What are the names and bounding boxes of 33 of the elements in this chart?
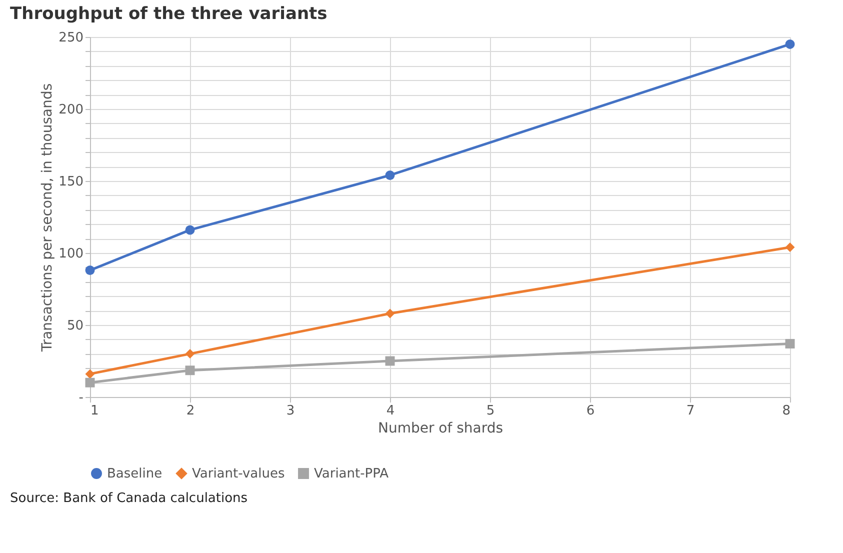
chart-title: Throughput of the three variants [10, 4, 328, 24]
x-tick-label: 7 [686, 404, 695, 418]
legend-label: Variant-values [192, 466, 285, 482]
x-axis-title: Number of shards [378, 420, 504, 436]
point [185, 225, 195, 235]
point [85, 266, 95, 276]
x-tick-label: 2 [186, 404, 195, 418]
legend-label: Baseline [107, 466, 162, 482]
point [385, 170, 395, 180]
point [785, 338, 795, 348]
y-tick-label: - [78, 390, 84, 406]
y-tick-label: 100 [58, 246, 84, 262]
y-tick-label: 150 [58, 174, 84, 190]
source-note: Source: Bank of Canada calculations [10, 491, 248, 506]
point [85, 369, 95, 379]
x-tick-label: 4 [386, 404, 395, 418]
x-tick-label: 8 [782, 404, 790, 418]
y-tick-label: 200 [58, 102, 84, 118]
point [185, 349, 195, 359]
point [385, 356, 395, 366]
point [785, 39, 795, 49]
y-tick-label: 250 [58, 30, 84, 46]
legend-label: Variant-PPA [314, 466, 389, 482]
point [185, 366, 195, 376]
x-tick-label: 1 [90, 404, 99, 418]
y-axis-title: Transactions per second, in thousands [40, 83, 56, 353]
y-tick-label: 50 [66, 318, 84, 334]
x-tick-label: 3 [286, 404, 295, 418]
x-tick-label: 5 [486, 404, 495, 418]
point [385, 308, 395, 318]
x-tick-label: 6 [586, 404, 595, 418]
point [85, 378, 95, 388]
point [785, 242, 795, 252]
